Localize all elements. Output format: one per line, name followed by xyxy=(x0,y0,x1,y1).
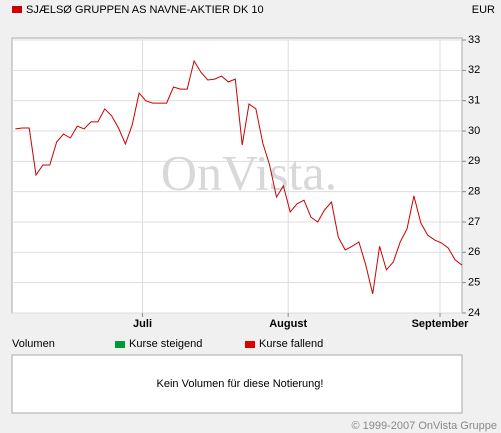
y-tick-label: 31 xyxy=(468,95,480,107)
volume-legend-label: Kurse fallend xyxy=(259,338,323,350)
plot-area xyxy=(11,37,463,314)
copyright: © 1999-2007 OnVista Gruppe xyxy=(352,420,498,432)
y-tick-label: 26 xyxy=(468,246,480,258)
legend-swatch xyxy=(12,6,22,13)
x-tick-label: August xyxy=(269,318,307,330)
volume-message: Kein Volumen für diese Notierung! xyxy=(157,378,324,390)
volume-legend-label: Kurse steigend xyxy=(129,338,202,350)
y-tick-label: 28 xyxy=(468,186,480,198)
volume-label: Volumen xyxy=(12,338,55,350)
y-tick-label: 32 xyxy=(468,64,480,76)
watermark: OnVista. xyxy=(161,144,337,200)
y-tick-label: 27 xyxy=(468,216,480,228)
y-tick-label: 25 xyxy=(468,277,480,289)
y-tick-label: 30 xyxy=(468,125,480,137)
x-tick-label: Juli xyxy=(133,318,152,330)
currency: EUR xyxy=(472,4,495,16)
x-tick-label: September xyxy=(412,318,470,330)
price-line xyxy=(15,59,463,295)
volume-area xyxy=(11,354,463,414)
legend-label: SJÆLSØ GRUPPEN AS NAVNE-AKTIER DK 10 xyxy=(26,4,264,16)
volume-legend-swatch xyxy=(245,341,255,348)
y-tick-label: 24 xyxy=(468,307,480,319)
volume-legend-swatch xyxy=(115,341,125,348)
y-tick-label: 29 xyxy=(468,155,480,167)
y-tick-label: 33 xyxy=(468,34,480,46)
